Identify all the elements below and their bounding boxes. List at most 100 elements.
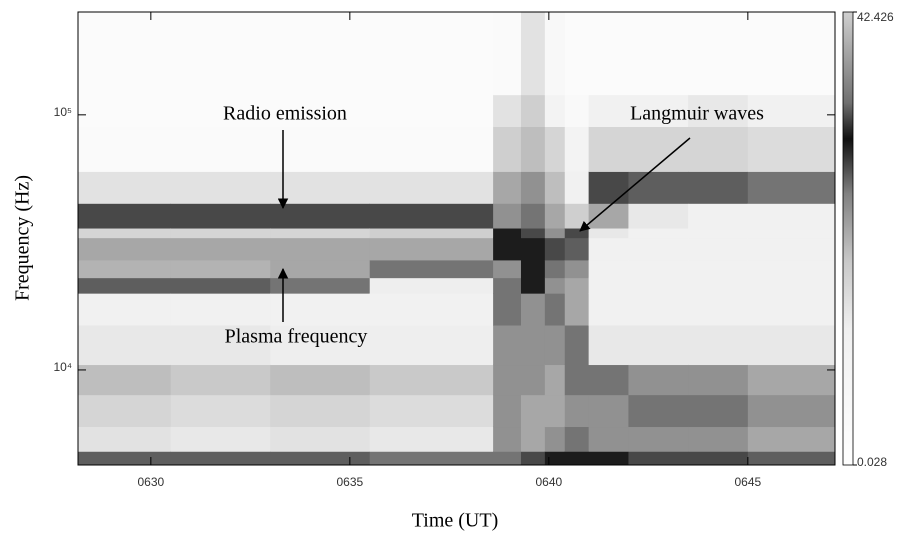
cell bbox=[369, 259, 494, 279]
cell bbox=[78, 12, 172, 96]
cell bbox=[170, 394, 271, 428]
cell bbox=[688, 171, 749, 204]
cell bbox=[588, 277, 629, 294]
cell bbox=[369, 394, 494, 428]
cell bbox=[170, 203, 271, 229]
cell bbox=[747, 12, 836, 96]
cell bbox=[688, 293, 749, 326]
cell bbox=[564, 126, 590, 172]
cell bbox=[270, 94, 371, 128]
cell bbox=[78, 171, 172, 204]
cell bbox=[493, 171, 522, 204]
cell bbox=[520, 277, 546, 294]
cell bbox=[544, 12, 566, 96]
cell bbox=[628, 259, 689, 279]
cell bbox=[270, 259, 371, 279]
cell bbox=[544, 426, 566, 452]
cell bbox=[170, 237, 271, 261]
annotation: Plasma frequency bbox=[225, 326, 368, 348]
cell bbox=[78, 451, 172, 466]
cell bbox=[78, 237, 172, 261]
cell bbox=[564, 451, 590, 466]
cell bbox=[170, 325, 271, 366]
cell bbox=[688, 203, 749, 229]
cell bbox=[369, 94, 494, 128]
cell bbox=[688, 228, 749, 239]
x-axis-title: Time (UT) bbox=[412, 510, 498, 532]
cell bbox=[628, 426, 689, 452]
cell bbox=[493, 277, 522, 294]
cell bbox=[78, 394, 172, 428]
cell bbox=[270, 277, 371, 294]
cell bbox=[564, 277, 590, 294]
cell bbox=[588, 171, 629, 204]
cell bbox=[520, 237, 546, 261]
colorbar-tick-label: 0.028 bbox=[857, 455, 887, 469]
cell bbox=[493, 228, 522, 239]
cell bbox=[588, 325, 629, 366]
cell bbox=[628, 394, 689, 428]
cell bbox=[628, 277, 689, 294]
cell bbox=[588, 394, 629, 428]
cell bbox=[688, 394, 749, 428]
cell bbox=[688, 451, 749, 466]
cell bbox=[588, 237, 629, 261]
cell bbox=[564, 293, 590, 326]
y-tick-label: 10⁴ bbox=[53, 360, 72, 374]
cell bbox=[493, 293, 522, 326]
cell bbox=[588, 451, 629, 466]
cell bbox=[588, 293, 629, 326]
cell bbox=[544, 126, 566, 172]
cell bbox=[688, 426, 749, 452]
cell bbox=[564, 259, 590, 279]
cell bbox=[520, 426, 546, 452]
cell bbox=[520, 228, 546, 239]
cell bbox=[544, 277, 566, 294]
cell bbox=[628, 451, 689, 466]
cell bbox=[520, 12, 546, 96]
cell bbox=[170, 259, 271, 279]
cell bbox=[747, 94, 836, 128]
cell bbox=[78, 228, 172, 239]
y-axis-title: Frequency (Hz) bbox=[12, 175, 34, 301]
cell bbox=[170, 94, 271, 128]
cell bbox=[747, 203, 836, 229]
cell bbox=[270, 237, 371, 261]
cell bbox=[78, 426, 172, 452]
y-tick-label: 10⁵ bbox=[54, 105, 72, 119]
cell bbox=[564, 394, 590, 428]
cell bbox=[520, 364, 546, 396]
cell bbox=[369, 325, 494, 366]
colorbar-tick-label: 42.426 bbox=[857, 10, 894, 24]
cell bbox=[78, 203, 172, 229]
cell bbox=[544, 228, 566, 239]
cell bbox=[564, 237, 590, 261]
cell bbox=[588, 94, 629, 128]
cell bbox=[747, 394, 836, 428]
cell bbox=[520, 451, 546, 466]
cell bbox=[628, 364, 689, 396]
cell bbox=[270, 325, 371, 366]
annotation: Radio emission bbox=[223, 103, 347, 125]
cell bbox=[544, 259, 566, 279]
cell bbox=[747, 364, 836, 396]
cell bbox=[78, 277, 172, 294]
cell bbox=[544, 293, 566, 326]
cell bbox=[628, 94, 689, 128]
annotation-arrow bbox=[579, 137, 691, 232]
cell bbox=[688, 364, 749, 396]
cell bbox=[170, 293, 271, 326]
cell bbox=[588, 364, 629, 396]
cell bbox=[628, 237, 689, 261]
cell bbox=[493, 94, 522, 128]
cell bbox=[369, 277, 494, 294]
x-tick-label: 0635 bbox=[336, 475, 363, 489]
cell bbox=[520, 293, 546, 326]
cell bbox=[369, 228, 494, 239]
cell bbox=[170, 451, 271, 466]
cell bbox=[564, 228, 590, 239]
cell bbox=[588, 126, 629, 172]
heatmap bbox=[78, 12, 836, 466]
cell bbox=[688, 126, 749, 172]
